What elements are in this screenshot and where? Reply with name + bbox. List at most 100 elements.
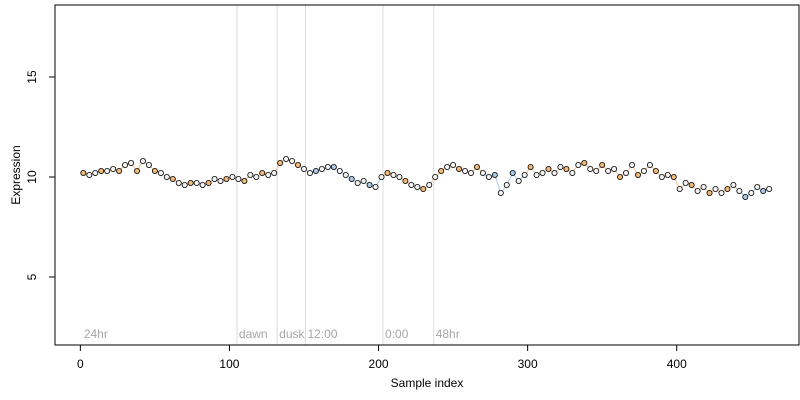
data-point: [163, 173, 170, 180]
data-point: [330, 163, 337, 170]
region-label: 24hr: [84, 327, 108, 341]
data-point: [384, 169, 391, 176]
data-point: [426, 181, 433, 188]
x-tick-label: 100: [219, 357, 239, 371]
data-point: [342, 171, 349, 178]
data-point: [473, 163, 480, 170]
data-point: [145, 161, 152, 168]
data-point: [587, 165, 594, 172]
data-point: [491, 171, 498, 178]
data-point: [557, 163, 564, 170]
data-point: [539, 169, 546, 176]
data-point: [98, 167, 105, 174]
data-point: [551, 169, 558, 176]
data-point: [265, 171, 272, 178]
data-point: [748, 189, 755, 196]
data-point: [485, 173, 492, 180]
y-axis-label: Expression: [9, 145, 23, 204]
data-point: [664, 171, 671, 178]
data-point: [629, 161, 636, 168]
data-point: [509, 169, 516, 176]
y-tick-label: 5: [25, 273, 39, 280]
data-point: [718, 189, 725, 196]
data-point: [390, 171, 397, 178]
data-point: [611, 165, 618, 172]
data-point: [324, 163, 331, 170]
data-point: [181, 181, 188, 188]
data-point: [128, 159, 135, 166]
point-connector: [494, 174, 502, 194]
region-label: 0:00: [385, 327, 409, 341]
data-point: [736, 187, 743, 194]
data-point: [277, 159, 284, 166]
data-point: [187, 179, 194, 186]
data-point: [593, 167, 600, 174]
x-tick-label: 200: [369, 357, 389, 371]
data-point: [336, 167, 343, 174]
data-point: [450, 161, 457, 168]
data-point: [724, 185, 731, 192]
data-point: [652, 167, 659, 174]
data-point: [527, 163, 534, 170]
data-point: [670, 173, 677, 180]
data-point: [456, 165, 463, 172]
region-label: dusk: [279, 327, 305, 341]
data-point: [354, 179, 361, 186]
region-label: 48hr: [436, 327, 460, 341]
data-point: [420, 185, 427, 192]
data-point: [700, 183, 707, 190]
x-tick-label: 400: [667, 357, 687, 371]
data-point: [742, 193, 749, 200]
data-point: [295, 161, 302, 168]
data-point: [402, 177, 409, 184]
data-point: [175, 179, 182, 186]
data-point: [271, 169, 278, 176]
data-point: [157, 169, 164, 176]
data-point: [110, 165, 117, 172]
data-point: [217, 177, 224, 184]
data-point: [205, 179, 212, 186]
data-point: [116, 167, 123, 174]
data-point: [497, 189, 504, 196]
y-tick-label: 15: [25, 70, 39, 84]
data-point: [712, 185, 719, 192]
data-point: [223, 175, 230, 182]
data-point: [438, 167, 445, 174]
data-point: [360, 177, 367, 184]
data-point: [623, 169, 630, 176]
point-connectors: [83, 158, 770, 198]
y-tick-label: 10: [25, 170, 39, 184]
x-tick-label: 300: [518, 357, 538, 371]
data-point: [599, 161, 606, 168]
data-point: [676, 185, 683, 192]
data-point: [545, 165, 552, 172]
data-point: [730, 181, 737, 188]
data-point: [617, 173, 624, 180]
data-point: [444, 163, 451, 170]
data-point: [289, 157, 296, 164]
data-point: [366, 181, 373, 188]
data-point: [569, 169, 576, 176]
data-point: [348, 175, 355, 182]
data-point: [396, 173, 403, 180]
data-point: [235, 175, 242, 182]
data-point: [688, 181, 695, 188]
data-point: [533, 171, 540, 178]
data-point: [104, 167, 111, 174]
data-point: [414, 183, 421, 190]
data-point: [754, 183, 761, 190]
data-point: [640, 167, 647, 174]
data-point: [605, 167, 612, 174]
data-point: [139, 157, 146, 164]
data-point: [306, 169, 313, 176]
data-point: [581, 159, 588, 166]
data-point: [151, 167, 158, 174]
data-point: [92, 169, 99, 176]
data-point: [229, 173, 236, 180]
data-point: [646, 161, 653, 168]
data-point: [241, 177, 248, 184]
data-point: [300, 165, 307, 172]
region-labels: 24hr dawn dusk 12:00 0:00 48hr: [84, 327, 460, 341]
data-point: [658, 173, 665, 180]
